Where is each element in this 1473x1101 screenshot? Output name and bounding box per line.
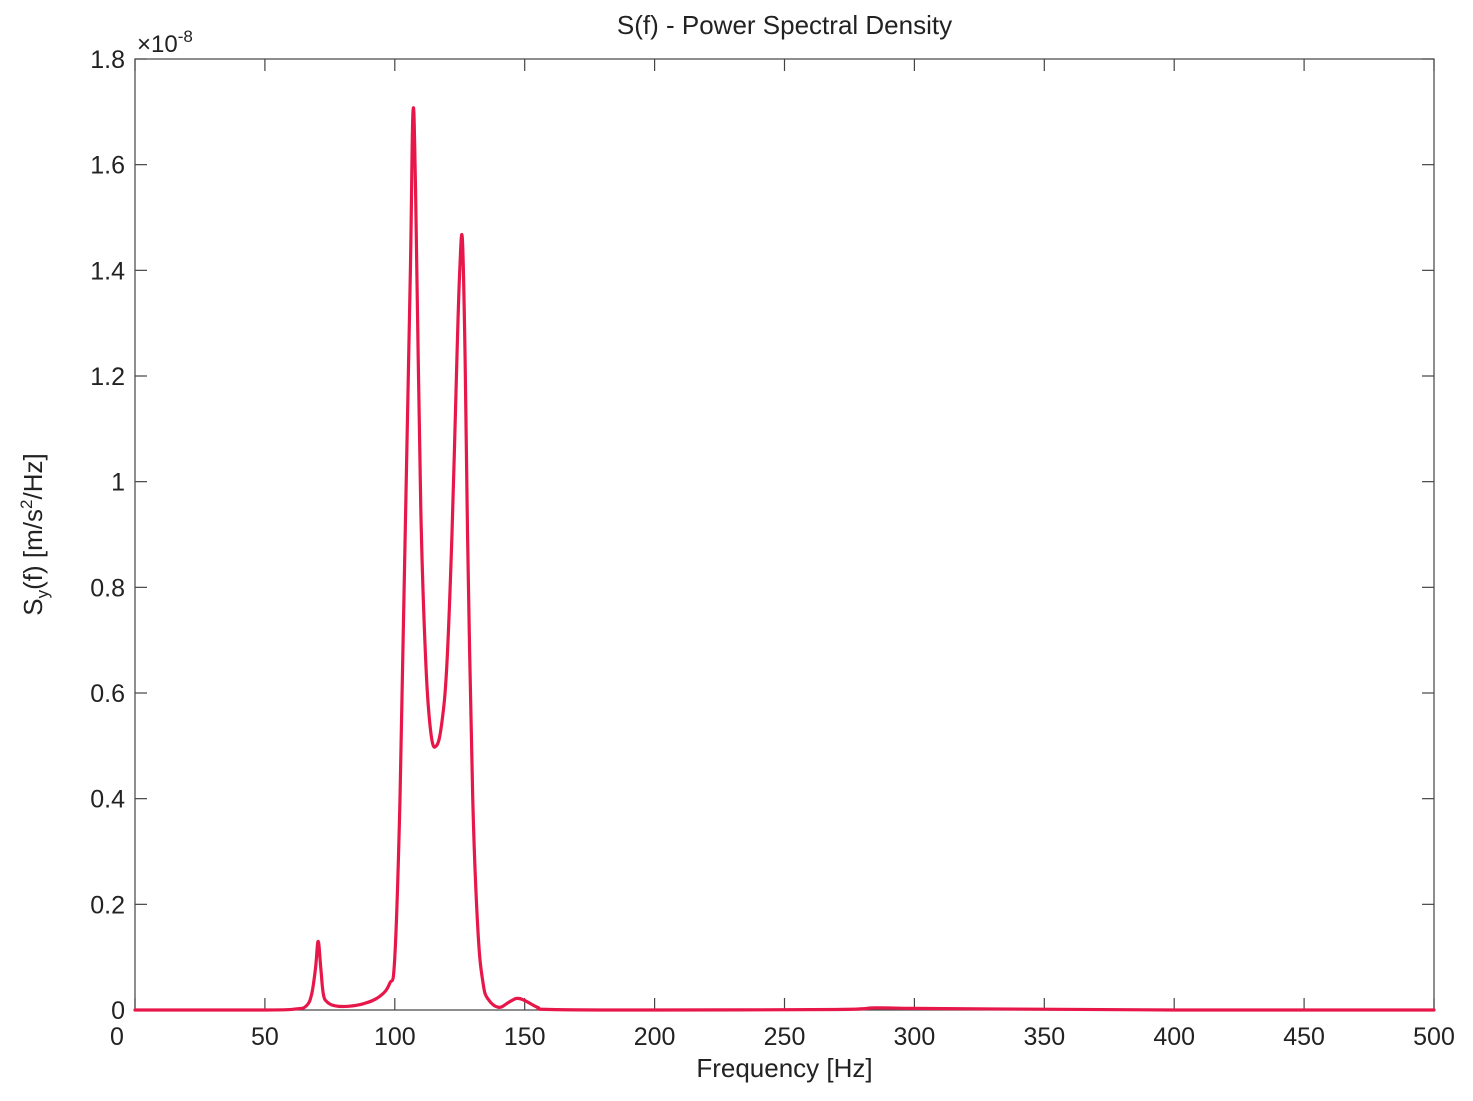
x-tick-label: 50 [251, 1023, 279, 1051]
y-tick-label: 0 [111, 997, 125, 1025]
y-exponent-label: ×10-8 [137, 27, 193, 58]
x-tick-label: 150 [504, 1023, 546, 1051]
x-tick-label: 0 [110, 1023, 124, 1051]
x-tick-labels: 0 50 100 150 200 250 300 350 400 450 500 [110, 1023, 1455, 1051]
x-tick-label: 300 [894, 1023, 936, 1051]
y-tick-label: 1 [111, 469, 125, 497]
y-tick-label: 0.4 [90, 786, 125, 814]
x-tick-label: 350 [1023, 1023, 1065, 1051]
x-tick-label: 250 [764, 1023, 806, 1051]
x-axis-label: Frequency [Hz] [696, 1053, 872, 1083]
y-tick-label: 0.2 [90, 891, 125, 919]
axis-ticks [134, 58, 1435, 1011]
y-tick-label: 1.4 [90, 257, 125, 285]
y-tick-label: 0.6 [90, 680, 125, 708]
y-tick-label: 1.8 [90, 46, 125, 74]
x-tick-label: 400 [1153, 1023, 1195, 1051]
plot-area-frame [134, 58, 1435, 1011]
psd-series-line [133, 106, 1436, 1012]
x-tick-label: 450 [1283, 1023, 1325, 1051]
y-tick-labels: 0 0.2 0.4 0.6 0.8 1 1.2 1.4 1.6 1.8 [90, 46, 125, 1025]
chart-title: S(f) - Power Spectral Density [617, 10, 952, 40]
y-tick-label: 1.2 [90, 363, 125, 391]
x-tick-label: 100 [374, 1023, 416, 1051]
x-tick-label: 200 [634, 1023, 676, 1051]
y-tick-label: 1.6 [90, 152, 125, 180]
x-tick-label: 500 [1413, 1023, 1455, 1051]
y-tick-label: 0.8 [90, 574, 125, 602]
y-axis-label: Sy(f) [m/s2/Hz] [17, 453, 52, 615]
